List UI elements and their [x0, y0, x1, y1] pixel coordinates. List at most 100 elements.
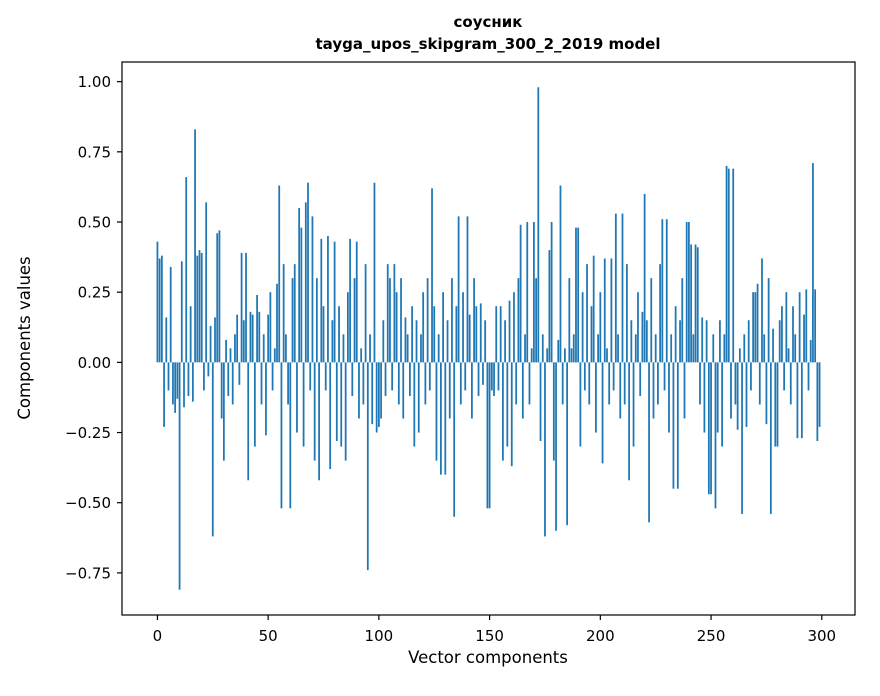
bar: [657, 362, 659, 405]
bar: [335, 362, 338, 441]
bar: [160, 255, 163, 363]
y-axis-ticks: −0.75 −0.50 −0.25 0.00 0.25 0.50 0.75 1.00: [65, 73, 122, 582]
bar: [590, 306, 593, 363]
bar: [504, 320, 506, 363]
bar: [318, 362, 320, 481]
bar: [424, 362, 427, 405]
bar: [185, 177, 188, 363]
x-tick-label: 100: [365, 627, 394, 645]
bar: [278, 185, 281, 363]
bar: [355, 241, 358, 363]
bar: [705, 320, 708, 363]
x-tick-label: 300: [807, 627, 836, 645]
bar: [431, 188, 433, 363]
bar: [240, 252, 243, 363]
bar: [493, 362, 495, 397]
bar: [521, 362, 524, 419]
y-tick-label: 0.50: [78, 214, 111, 232]
bar: [714, 362, 717, 509]
bar: [610, 258, 613, 363]
bar: [196, 255, 199, 363]
bar: [231, 362, 234, 405]
bar: [555, 362, 557, 531]
bar: [732, 168, 735, 363]
bar: [643, 193, 646, 363]
bar: [544, 362, 546, 537]
bar: [502, 362, 504, 461]
bar: [495, 306, 498, 363]
bar: [331, 320, 334, 363]
bar: [256, 294, 258, 363]
bar: [207, 362, 210, 377]
chart-title-model: tayga_upos_skipgram_300_2_2019 model: [316, 35, 661, 53]
x-tick-label: 150: [475, 627, 504, 645]
bar: [178, 362, 181, 590]
bar: [402, 362, 405, 419]
bar: [557, 339, 560, 363]
bar: [453, 362, 456, 517]
bar: [774, 362, 777, 447]
bar: [187, 362, 190, 397]
bar: [156, 241, 159, 363]
bar: [648, 362, 650, 523]
bar: [375, 362, 378, 433]
bar: [763, 334, 766, 363]
bar: [750, 362, 752, 391]
bar: [537, 87, 540, 363]
bar: [526, 222, 529, 363]
bar: [258, 311, 261, 363]
bar: [490, 362, 493, 391]
bar: [216, 233, 219, 363]
bar: [389, 278, 391, 363]
bar: [342, 334, 345, 363]
bar: [736, 362, 739, 430]
bar: [654, 334, 657, 363]
bar: [628, 362, 631, 481]
bar: [296, 362, 298, 433]
bar: [455, 306, 458, 363]
bar: [524, 334, 526, 363]
bar: [517, 278, 520, 363]
bar: [568, 278, 571, 363]
bar: [229, 348, 232, 363]
bar: [251, 314, 254, 363]
bar: [302, 362, 305, 447]
y-tick-label: −0.25: [65, 424, 111, 442]
bar: [785, 292, 788, 363]
bar: [672, 362, 675, 489]
bar: [486, 362, 489, 509]
bar: [393, 264, 396, 363]
bar: [484, 320, 487, 363]
bar: [471, 362, 473, 419]
bar: [340, 362, 343, 447]
bar: [579, 362, 582, 447]
bar: [227, 362, 230, 397]
bar: [284, 334, 287, 363]
bar: [400, 278, 402, 363]
bar: [415, 320, 418, 363]
bar: [767, 278, 770, 363]
bar: [641, 311, 644, 363]
bar: [344, 362, 347, 461]
bar: [583, 362, 586, 391]
bar: [530, 348, 533, 363]
bar: [570, 348, 573, 363]
bar: [807, 362, 810, 391]
bar: [621, 213, 624, 363]
bar: [510, 362, 513, 467]
bar: [535, 278, 537, 363]
bar: [781, 306, 783, 363]
bar: [298, 207, 301, 363]
bar: [668, 362, 670, 433]
bar: [479, 303, 482, 363]
bar: [692, 334, 695, 363]
bar: [809, 339, 812, 363]
bar: [420, 334, 422, 363]
bar: [327, 236, 329, 363]
bar: [384, 362, 387, 397]
bar: [373, 182, 376, 363]
bar: [663, 362, 666, 391]
bar: [723, 334, 726, 363]
bar: [158, 258, 161, 363]
bar: [409, 362, 411, 397]
